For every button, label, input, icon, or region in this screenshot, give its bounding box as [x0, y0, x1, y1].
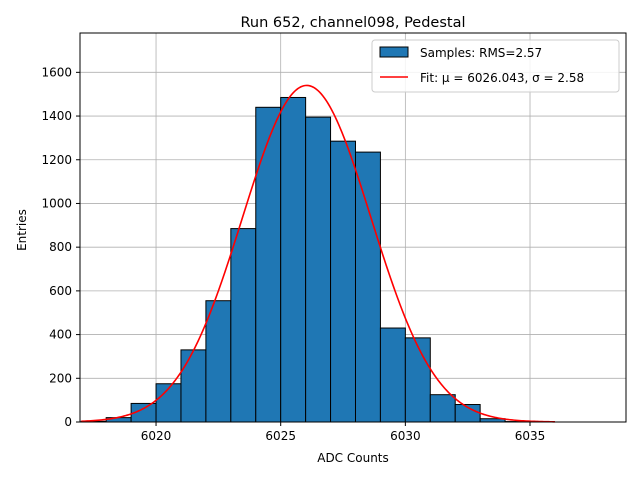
histogram-bar	[280, 96, 307, 423]
legend-box	[371, 39, 620, 93]
legend-histogram-label: Samples: RMS=2.57	[420, 46, 542, 60]
histogram-bar	[404, 337, 431, 423]
histogram-bar	[305, 116, 332, 423]
y-tick-label: 600	[49, 284, 72, 298]
y-tick-label: 1200	[41, 153, 72, 167]
histogram-bar	[255, 106, 282, 423]
histogram-bar	[354, 151, 381, 423]
legend: Samples: RMS=2.57 Fit: μ = 6026.043, σ =…	[371, 39, 620, 93]
legend-fit-label: Fit: μ = 6026.043, σ = 2.58	[420, 71, 584, 85]
plot-frame	[79, 32, 627, 423]
y-tick-label: 400	[49, 328, 72, 342]
histogram-bar	[180, 349, 207, 423]
x-axis-label: ADC Counts	[317, 451, 389, 465]
histogram-bar	[379, 327, 406, 423]
chart-title: Run 652, channel098, Pedestal	[240, 15, 465, 31]
histogram-bar	[429, 394, 456, 423]
y-axis-label: Entries	[15, 209, 29, 251]
x-tick-label: 6020	[141, 429, 172, 443]
histogram-bar	[330, 140, 356, 423]
legend-histogram-swatch	[379, 46, 409, 58]
y-tick-label: 1400	[41, 109, 72, 123]
histogram-bar	[205, 300, 232, 423]
histogram-bars	[80, 96, 531, 423]
y-tick-label: 0	[64, 415, 72, 429]
x-tick-label: 6030	[390, 429, 421, 443]
y-tick-label: 200	[49, 371, 72, 385]
histogram-bar	[155, 383, 182, 423]
fit-curve	[81, 84, 555, 423]
y-tick-label: 1600	[41, 65, 72, 79]
x-tick-label: 6035	[515, 429, 546, 443]
axis-ticks: 6020 6025 6030 6035 0 200 400 600 800 1000 1200 140…	[41, 65, 545, 443]
y-tick-label: 1000	[41, 196, 72, 210]
histogram-bar	[230, 228, 257, 423]
y-tick-label: 800	[49, 240, 72, 254]
x-tick-label: 6025	[265, 429, 296, 443]
